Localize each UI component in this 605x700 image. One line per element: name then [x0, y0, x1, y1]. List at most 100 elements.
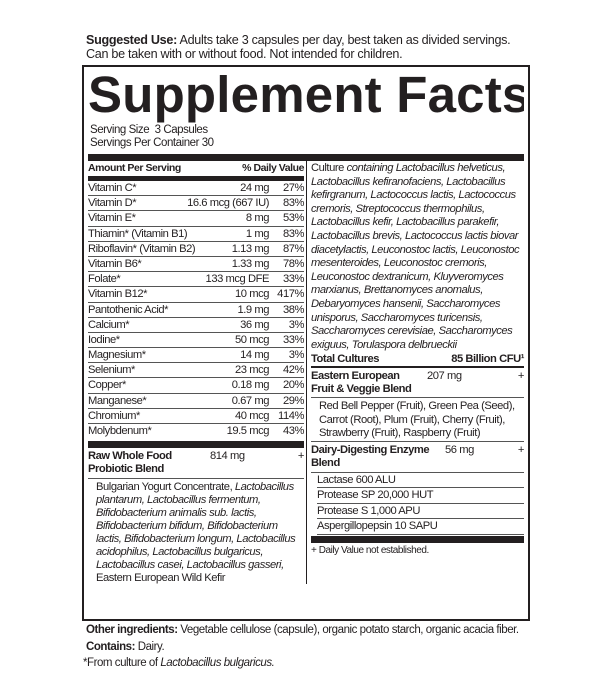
nutrient-name: Thiamin* (Vitamin B1): [88, 227, 188, 240]
nutrient-daily-value: 42%: [282, 364, 304, 377]
fruit-blend-ingredients: Red Bell Pepper (Fruit), Green Pea (Seed…: [311, 398, 524, 442]
text-segment: Culture: [311, 162, 347, 174]
text-segment: Bulgarian Yogurt Concentrate,: [96, 481, 235, 494]
nutrient-name: Molybdenum*: [88, 425, 152, 437]
suggested-use: Suggested Use: Adults take 3 capsules pe…: [86, 0, 526, 61]
blend-name: Eastern European Fruit & Veggie Blend: [311, 370, 412, 396]
enzyme-item: Lactase 600 ALU: [317, 473, 524, 489]
nutrient-daily-value: 33%: [282, 273, 304, 286]
fruit-blend-row: Eastern European Fruit & Veggie Blend 20…: [311, 368, 524, 399]
nutrient-daily-value: 29%: [282, 394, 304, 407]
nutrient-amount: 1.9 mg: [237, 303, 269, 316]
enzyme-item: Aspergillopepsin 10 SAPU: [317, 519, 524, 535]
nutrient-daily-value: 27%: [282, 182, 304, 194]
contains-text: Dairy.: [134, 640, 165, 653]
panel-title: Supplement Facts: [88, 67, 524, 123]
nutrient-name: Vitamin B6*: [88, 257, 142, 270]
left-column: Amount Per Serving % Daily Value Vitamin …: [88, 161, 306, 584]
servings-per-container: Servings Per Container 30: [90, 136, 214, 149]
nutrient-row: Pantothenic Acid* 1.9 mg 38%: [88, 303, 304, 318]
nutrient-row: Chromium* 40 mcg 114%: [88, 409, 304, 424]
nutrient-amount: 0.67 mg: [231, 394, 270, 407]
nutrient-daily-value: 83%: [282, 197, 304, 210]
enzyme-blend-row: Dairy-Digesting Enzyme Blend 56 mg +: [311, 442, 524, 473]
text-segment: containing Lactobacillus helveticus, Lac…: [311, 162, 520, 351]
total-cultures-label: Total Cultures: [311, 353, 380, 366]
nutrient-amount: 19.5 mcg: [226, 425, 270, 437]
nutrient-name: Folate*: [88, 273, 121, 286]
nutrient-row: Vitamin C* 24 mg 27%: [88, 181, 304, 197]
text-segment: Eastern European Wild Kefir: [96, 571, 226, 584]
probiotic-ingredients: Bulgarian Yogurt Concentrate, Lactobacil…: [88, 479, 304, 584]
blend-dv: +: [297, 450, 305, 463]
nutrient-row: Vitamin B12* 10 mcg 417%: [88, 287, 304, 303]
nutrient-row: Manganese* 0.67 mg 29%: [88, 394, 304, 409]
culture-list: Culture containing Lactobacillus helveti…: [311, 161, 524, 352]
nutrient-amount: 0.18 mg: [231, 379, 270, 392]
contains-label: Contains:: [86, 640, 135, 653]
contains: Contains: Dairy.: [86, 641, 526, 654]
nutrient-name: Vitamin C*: [88, 182, 137, 194]
divider: [311, 535, 524, 543]
divider: [311, 366, 524, 369]
serving-info: Serving Size 3 Capsules Servings Per Con…: [88, 124, 524, 149]
nutrient-row: Magnesium* 14 mg 3%: [88, 348, 305, 364]
nutrient-amount: 24 mg: [240, 182, 269, 194]
suggested-use-label: Suggested Use:: [86, 33, 177, 47]
nutrient-amount: 40 mcg: [235, 409, 269, 422]
nutrient-row: Calcium* 36 mg 3%: [88, 318, 304, 333]
other-ingredients: Other ingredients: Vegetable cellulose (…: [86, 624, 526, 637]
supplement-facts-panel: Supplement Facts Serving Size 3 Capsules…: [82, 65, 530, 621]
nutrient-name: Selenium*: [88, 364, 135, 377]
nutrient-row: Selenium* 23 mcg 42%: [88, 363, 304, 379]
total-cultures-row: Total Cultures 85 Billion CFU¹: [311, 352, 524, 366]
nutrient-name: Copper*: [88, 379, 126, 392]
nutrient-daily-value: 114%: [278, 409, 304, 422]
other-ingredients-label: Other ingredients:: [86, 624, 178, 636]
nutrient-name: Iodine*: [88, 333, 120, 346]
nutrient-amount: 50 mcg: [235, 333, 269, 346]
amount-per-serving-header: Amount Per Serving: [88, 162, 181, 174]
nutrient-amount: 23 mcg: [235, 364, 269, 377]
column-header: Amount Per Serving % Daily Value: [88, 161, 304, 176]
facts-columns: Amount Per Serving % Daily Value Vitamin …: [88, 161, 524, 585]
nutrient-name: Vitamin E*: [88, 212, 136, 225]
blend-amount: 814 mg: [210, 450, 245, 463]
nutrient-amount: 1 mg: [245, 227, 270, 240]
nutrient-amount: 1.13 mg: [231, 242, 270, 255]
probiotic-blend-row: Raw Whole Food Probiotic Blend 814 mg +: [88, 448, 305, 480]
text-segment: Lactobacillus plantarum, Lactobacillus f…: [96, 481, 296, 571]
right-column: Culture containing Lactobacillus helveti…: [306, 161, 524, 585]
nutrient-name: Riboflavin* (Vitamin B2): [88, 242, 196, 255]
nutrient-row: Copper* 0.18 mg 20%: [88, 378, 304, 394]
nutrient-row: Folate* 133 mcg DFE 33%: [88, 272, 304, 288]
nutrient-daily-value: 3%: [288, 349, 305, 362]
nutrient-daily-value: 38%: [282, 303, 304, 316]
nutrient-name: Pantothenic Acid*: [88, 303, 169, 316]
serving-size: Serving Size 3 Capsules: [90, 124, 208, 136]
nutrient-daily-value: 3%: [288, 318, 305, 331]
nutrient-name: Calcium*: [88, 318, 130, 331]
nutrient-name: Vitamin D*: [88, 197, 137, 210]
blend-name: Dairy-Digesting Enzyme Blend: [311, 443, 430, 469]
thick-divider: [88, 154, 524, 161]
blend-amount: 207 mg: [427, 370, 462, 383]
nutrient-amount: 16.6 mcg (667 IU): [187, 197, 269, 210]
divider: [88, 441, 304, 449]
nutrient-daily-value: 417%: [277, 288, 304, 301]
divider: [88, 176, 304, 181]
nutrient-row: Thiamin* (Vitamin B1) 1 mg 83%: [88, 227, 304, 242]
footnote-italic: Lactobacillus bulgaricus.: [160, 657, 275, 669]
other-ingredients-text: Vegetable cellulose (capsule), organic p…: [177, 624, 519, 636]
nutrient-amount: 14 mg: [240, 349, 269, 362]
nutrient-amount: 36 mg: [240, 318, 269, 331]
nutrient-amount: 133 mcg DFE: [205, 273, 270, 286]
footnote-text: *From culture of: [83, 657, 161, 669]
nutrient-daily-value: 53%: [282, 212, 304, 225]
nutrient-row: Vitamin B6* 1.33 mg 78%: [88, 257, 304, 273]
nutrient-row: Vitamin D* 16.6 mcg (667 IU) 83%: [88, 196, 304, 212]
nutrient-name: Manganese*: [88, 394, 147, 407]
nutrient-name: Vitamin B12*: [88, 288, 148, 301]
enzyme-list: Lactase 600 ALU Protease SP 20,000 HUT Pro…: [311, 473, 524, 535]
enzyme-item: Protease S 1,000 APU: [317, 504, 524, 520]
